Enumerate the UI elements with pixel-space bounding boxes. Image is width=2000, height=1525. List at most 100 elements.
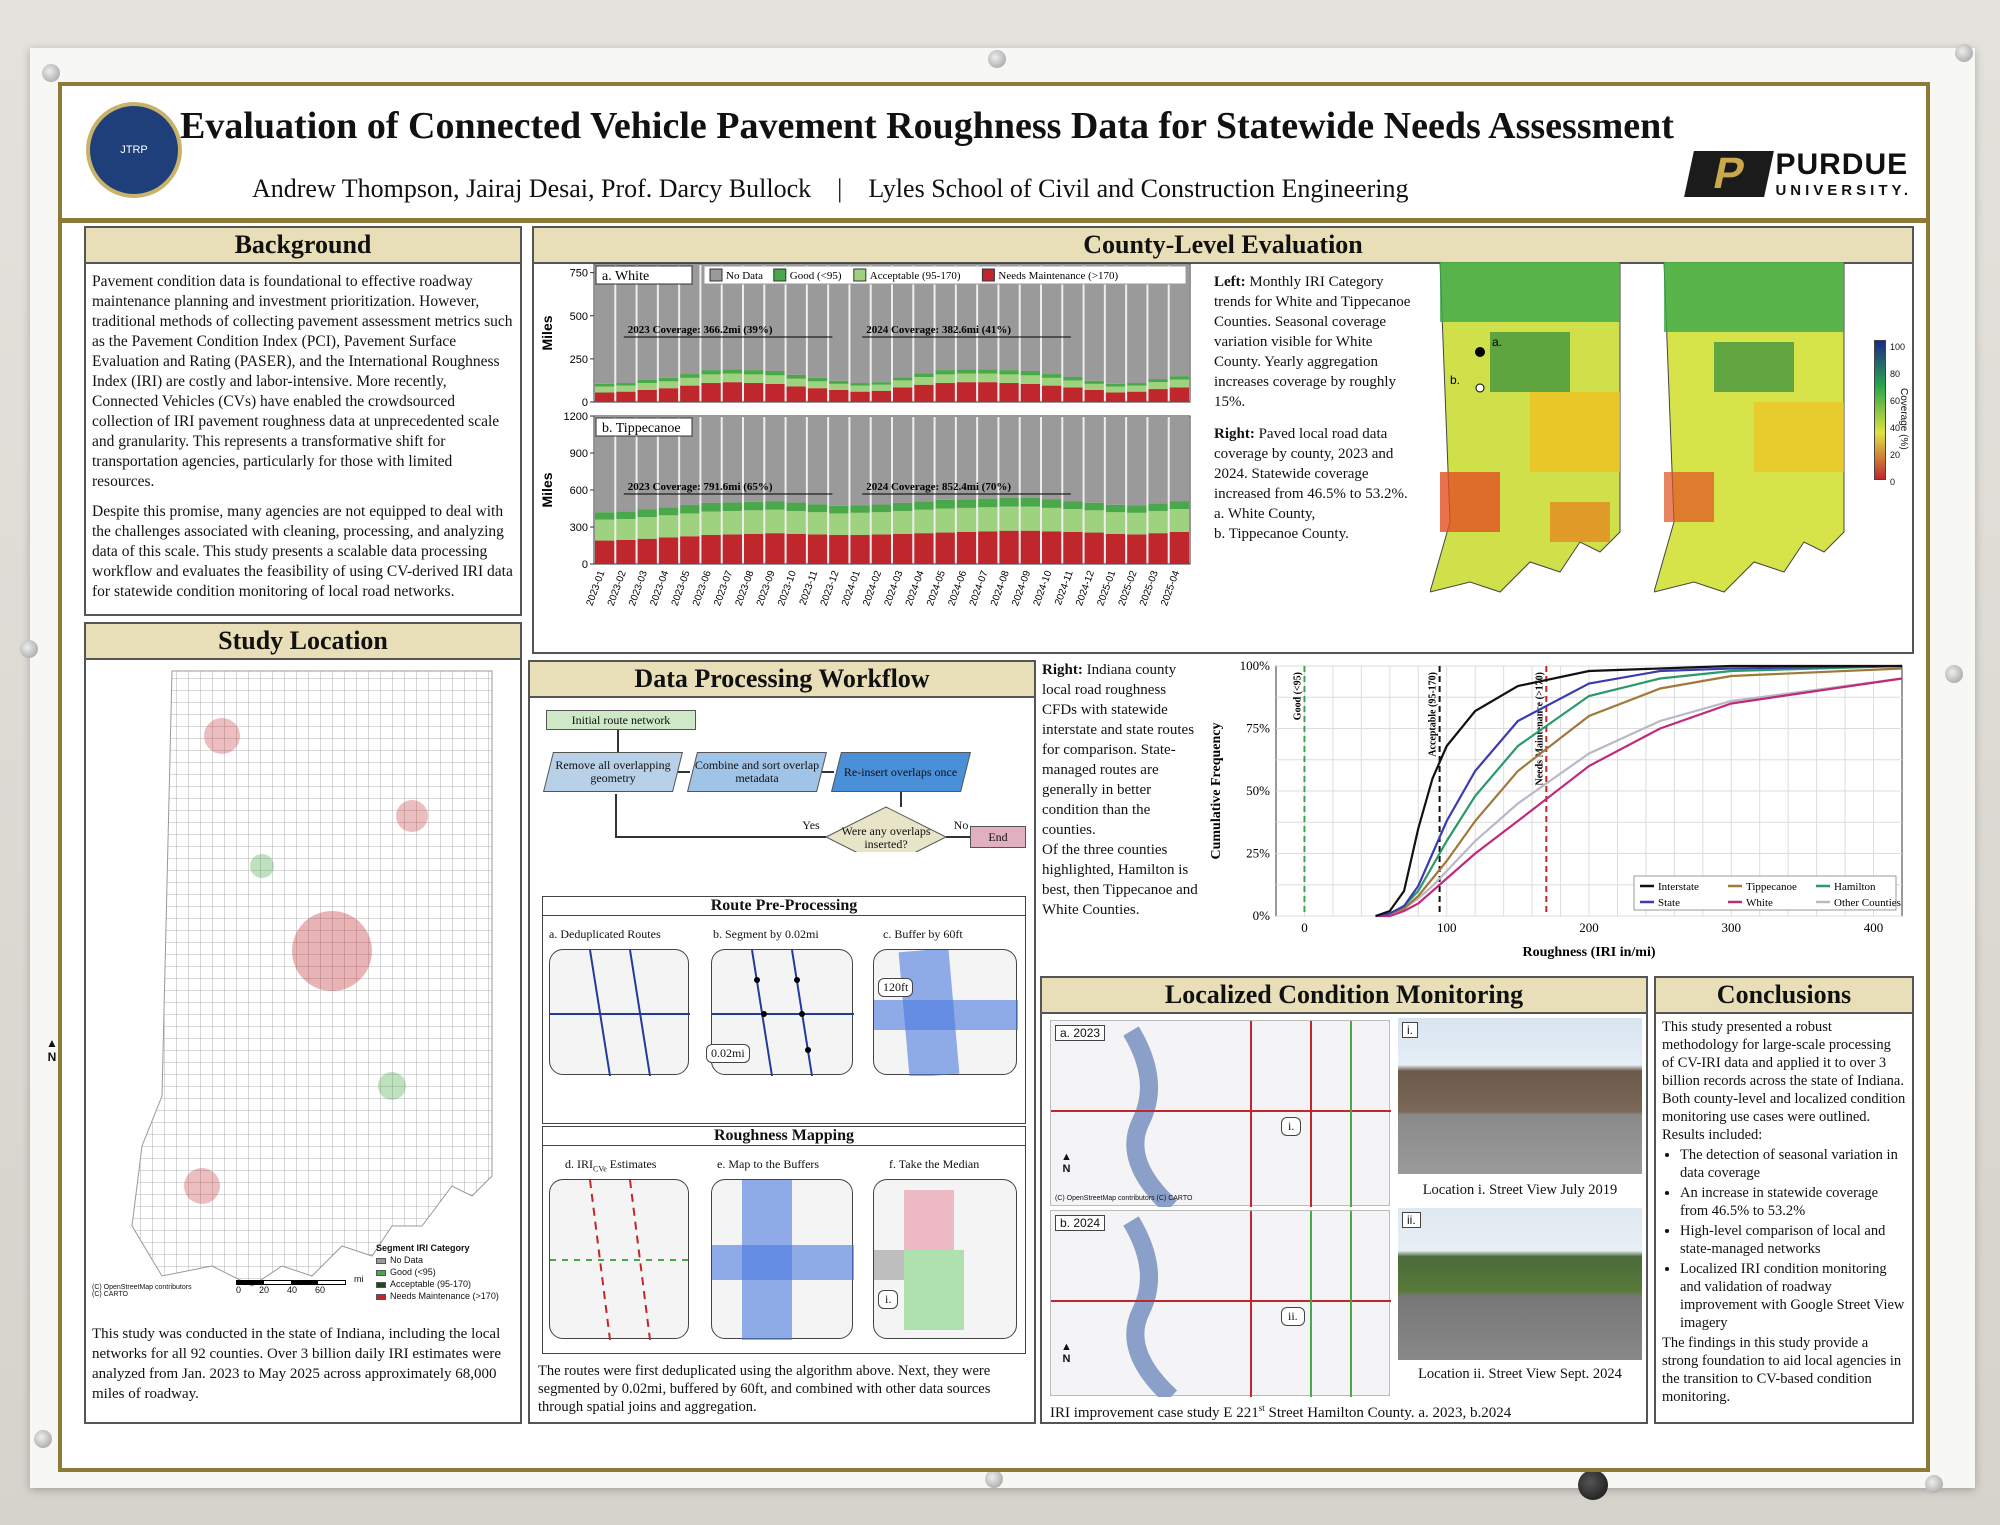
north-arrow: ▲ N [1061, 1341, 1072, 1365]
chart-title: a. White [602, 269, 649, 284]
workflow-arrows-svg [615, 730, 970, 852]
x-tick-label: 2023-12 [819, 569, 842, 608]
bar-segment [978, 382, 998, 402]
bar-segment [807, 388, 828, 402]
bar-segment [871, 504, 891, 513]
x-tick-label: 2025-02 [1117, 569, 1140, 608]
y-axis-label: Miles [539, 472, 555, 507]
tippecanoe-bar-chart: 0 300 600 900 1200 Miles 2023-012023-022023-03… [539, 411, 1191, 608]
bar-segment [1127, 534, 1147, 564]
bar-segment [850, 416, 870, 506]
bar-segment [616, 391, 636, 402]
bar-segment [1105, 392, 1126, 402]
magnet [1578, 1470, 1608, 1500]
bar-segment [1127, 391, 1147, 402]
bar-segment [978, 416, 998, 499]
x-tick-label: 200 [1579, 920, 1599, 935]
pin [985, 1470, 1003, 1488]
pin [1955, 44, 1973, 62]
bar-segment [871, 382, 891, 385]
bar-segment [871, 512, 891, 535]
y-tick-label: 300 [570, 522, 588, 534]
county-eval-heading: County-Level Evaluation [534, 228, 1912, 264]
bar-segment [744, 416, 764, 502]
photo-ii-tag: ii. [1402, 1212, 1421, 1228]
bar-segment [1148, 389, 1168, 402]
bar-segment [1020, 383, 1040, 402]
bar-segment [1042, 507, 1062, 532]
bar-segment [595, 383, 615, 387]
bar-segment [829, 383, 849, 390]
bar-segment [1042, 499, 1062, 508]
bar-segment [914, 376, 934, 385]
indiana-road-map-svg [131, 670, 493, 1287]
jtrp-seal: JTRP [86, 102, 182, 198]
bar-segment [658, 537, 679, 564]
background-text: Pavement condition data is foundational … [86, 264, 520, 602]
bar-segment [616, 511, 636, 519]
bar-segment [658, 515, 679, 538]
colorbar-label: Coverage (%) [1898, 388, 1909, 450]
purdue-sub: UNIVERSITY. [1775, 182, 1912, 199]
threshold-label: Good (<95) [1292, 672, 1303, 720]
bar-segment [1042, 377, 1062, 386]
bar-segment [701, 264, 721, 371]
coverage-annotation: 2023 Coverage: 791.6mi (65%) [628, 481, 773, 493]
bar-segment [722, 534, 742, 564]
bar-segment [850, 264, 870, 384]
county-eval-text: Left: Monthly IRI Category trends for Wh… [1214, 272, 1420, 544]
localized-panel: Localized Condition Monitoring a. 2023 i… [1040, 976, 1648, 1424]
bar-segment [850, 535, 870, 564]
roughness-mapping-box: Roughness Mapping d. IRICVe Estimates e.… [542, 1126, 1026, 1354]
bar-segment [616, 416, 636, 512]
x-tick-label: 2023-09 [755, 569, 778, 608]
bar-segment [765, 416, 785, 502]
series-line [1375, 667, 1903, 918]
bar-segment [978, 369, 998, 374]
background-p1: Pavement condition data is foundational … [92, 273, 513, 490]
x-tick-label: 2023-11 [798, 569, 821, 607]
bar-segment [956, 416, 977, 500]
conclusions-closing: The findings in this study provide a str… [1662, 1335, 1902, 1405]
series-line [1375, 664, 1903, 918]
bar-segment [1063, 501, 1083, 510]
purdue-word: PURDUE [1775, 148, 1909, 181]
x-tick-label: 2024-04 [904, 569, 927, 608]
bar-segment [1105, 533, 1126, 564]
north-arrow: ▲ N [1061, 1151, 1072, 1175]
bar-segment [893, 416, 913, 503]
coverage-annotation: 2023 Coverage: 366.2mi (39%) [628, 324, 773, 336]
threshold-label: Needs Maintenance (>170) [1534, 672, 1545, 785]
bar-segment [1042, 385, 1062, 402]
colorbar-ticks: 100 80 60 40 20 0 [1890, 342, 1906, 487]
bar-segment [616, 264, 636, 384]
urban-cluster [184, 1168, 220, 1204]
y-tick-label: 900 [570, 448, 588, 460]
x-tick-label: 2024-10 [1032, 569, 1055, 608]
bar-segment [680, 264, 700, 375]
rm-f-label: f. Take the Median [889, 1157, 980, 1171]
bar-segment [914, 264, 934, 374]
cfd-chart: 0 100 200 300 400 0% 25% 50% 75% 100% Roughness (I… [1209, 660, 1903, 960]
bar-segment [744, 501, 764, 511]
bar-segment [1169, 509, 1189, 532]
bar-segment [978, 507, 998, 532]
bar-segment [786, 386, 806, 402]
bar-segment [829, 505, 849, 514]
bar-segment [701, 535, 721, 564]
bar-segment [893, 377, 913, 381]
bar-segment [1063, 416, 1083, 502]
bar-segment [722, 510, 742, 535]
bar-segment [893, 264, 913, 378]
x-tick-label: 2024-09 [1010, 569, 1033, 608]
north-arrow: ▲ N [46, 1036, 58, 1064]
svg-text:b.: b. [1450, 373, 1460, 387]
bar-segment [1148, 264, 1168, 380]
legend-swatch [853, 268, 867, 282]
bar-segment [637, 517, 657, 539]
x-tick-label: 400 [1864, 920, 1884, 935]
bar-segment [658, 377, 679, 382]
bar-segment [1084, 532, 1104, 564]
bar-segment [1127, 383, 1147, 386]
coverage-map-2024 [1654, 262, 1845, 593]
